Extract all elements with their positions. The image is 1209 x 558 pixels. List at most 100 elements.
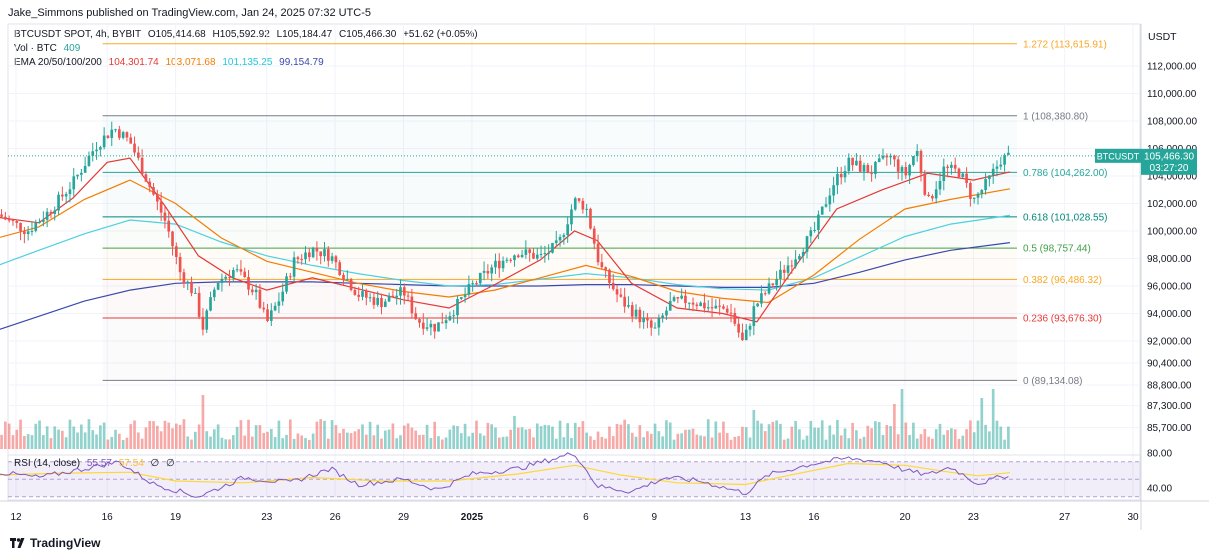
volume-bar bbox=[858, 438, 862, 449]
currency-label: USDT bbox=[1148, 31, 1177, 43]
price-tick-label: 110,000.00 bbox=[1147, 89, 1197, 100]
volume-bar bbox=[338, 433, 342, 449]
candle-body bbox=[133, 143, 136, 153]
candle-body bbox=[676, 297, 680, 299]
volume-bar bbox=[847, 438, 851, 449]
volume-bar bbox=[756, 420, 759, 449]
rsi-ma-line bbox=[0, 462, 1010, 486]
candle-body bbox=[589, 208, 592, 229]
rsi-empty-1: ∅ bbox=[150, 458, 160, 469]
volume-bar bbox=[76, 432, 79, 449]
time-axis[interactable]: 12 16 19 23 26 29 2025 6 9 13 16 20 23 27 30 bbox=[10, 512, 1139, 523]
price-tag-symbol-bg bbox=[1095, 148, 1141, 163]
volume-bar bbox=[972, 432, 976, 449]
brand-footer[interactable]: TradingView bbox=[10, 536, 100, 550]
volume-bar bbox=[171, 428, 174, 449]
candle-body bbox=[315, 247, 319, 252]
volume-bar bbox=[984, 424, 987, 449]
candle-body bbox=[642, 317, 645, 323]
volume-bar bbox=[201, 395, 205, 449]
volume-bar bbox=[459, 433, 463, 449]
candle-body bbox=[361, 291, 364, 297]
volume-bar bbox=[463, 423, 467, 449]
time-tick-label: 16 bbox=[808, 512, 820, 523]
volume-bar bbox=[266, 431, 269, 449]
volume-bar bbox=[228, 439, 231, 449]
rsi-ma-value: 57.54 bbox=[118, 458, 144, 469]
candle-body bbox=[410, 296, 414, 314]
fib-label: 0.618 (101,028.55) bbox=[1023, 212, 1108, 223]
volume-bar bbox=[646, 431, 649, 449]
brand-name: TradingView bbox=[30, 536, 101, 550]
volume-bar bbox=[725, 433, 729, 449]
price-axis[interactable]: 112,000.00110,000.00108,000.00106,000.00… bbox=[1095, 31, 1197, 434]
volume-bar bbox=[919, 434, 923, 449]
volume-bar bbox=[995, 420, 999, 449]
candle-body bbox=[68, 189, 72, 195]
candle-body bbox=[383, 301, 387, 308]
volume-bar bbox=[855, 430, 858, 449]
volume-bar bbox=[615, 423, 619, 449]
volume-label: Vol · BTC bbox=[14, 43, 57, 54]
volume-bar bbox=[212, 429, 216, 449]
volume-bar bbox=[817, 427, 820, 449]
candle-body bbox=[942, 166, 946, 182]
candle-body bbox=[665, 310, 668, 316]
candle-body bbox=[247, 277, 250, 290]
candle-body bbox=[672, 297, 676, 301]
candle-body bbox=[231, 270, 235, 278]
candle-body bbox=[931, 196, 934, 199]
time-tick-label: 16 bbox=[102, 512, 114, 523]
candle-body bbox=[817, 214, 820, 230]
volume-bar bbox=[224, 439, 228, 449]
candle-body bbox=[463, 294, 467, 298]
candle-body bbox=[300, 259, 304, 261]
candle-body bbox=[11, 219, 15, 222]
volume-bar bbox=[889, 426, 892, 449]
rsi-legend: RSI (14, close) 55.57 57.54 ∅ ∅ bbox=[14, 458, 179, 469]
volume-bar bbox=[209, 436, 212, 449]
volume-bar bbox=[516, 427, 520, 449]
candle-body bbox=[710, 307, 714, 309]
volume-bar bbox=[334, 425, 338, 449]
volume-bar bbox=[600, 436, 604, 449]
volume-bar bbox=[437, 436, 440, 449]
volume-bar bbox=[752, 410, 756, 449]
volume-bar bbox=[566, 423, 569, 449]
candle-body bbox=[167, 220, 171, 232]
candle-body bbox=[163, 212, 167, 221]
candle-body bbox=[957, 168, 961, 177]
volume-bar bbox=[908, 434, 911, 449]
candle-body bbox=[885, 155, 889, 158]
candle-body bbox=[646, 317, 649, 321]
volume-bar bbox=[57, 429, 60, 449]
volume-bar bbox=[11, 435, 15, 449]
candle-body bbox=[927, 194, 930, 197]
candle-body bbox=[923, 173, 927, 195]
volume-bar bbox=[547, 425, 550, 449]
ohlc-close: C105,466.30 bbox=[338, 29, 397, 40]
candle-body bbox=[486, 270, 490, 274]
volume-bar bbox=[509, 429, 513, 449]
candle-body bbox=[722, 306, 725, 309]
candle-body bbox=[421, 322, 425, 329]
volume-bar bbox=[820, 420, 824, 449]
candle-body bbox=[159, 201, 163, 213]
candle-body bbox=[326, 249, 330, 261]
volume-bar bbox=[801, 439, 805, 449]
time-tick-label: 23 bbox=[968, 512, 980, 523]
candle-body bbox=[938, 181, 942, 190]
volume-bar bbox=[216, 424, 220, 449]
volume-bar bbox=[440, 439, 444, 449]
volume-bar bbox=[285, 434, 288, 449]
candle-body bbox=[334, 256, 338, 263]
volume-bar bbox=[288, 419, 292, 449]
candle-body bbox=[695, 304, 699, 307]
candle-body bbox=[691, 302, 695, 305]
price-tick-label: 92,000.00 bbox=[1147, 337, 1192, 348]
volume-bar bbox=[475, 420, 478, 449]
candle-body bbox=[459, 297, 463, 299]
volume-bar bbox=[494, 427, 497, 449]
volume-bar bbox=[72, 426, 76, 449]
volume-bar bbox=[665, 420, 668, 449]
